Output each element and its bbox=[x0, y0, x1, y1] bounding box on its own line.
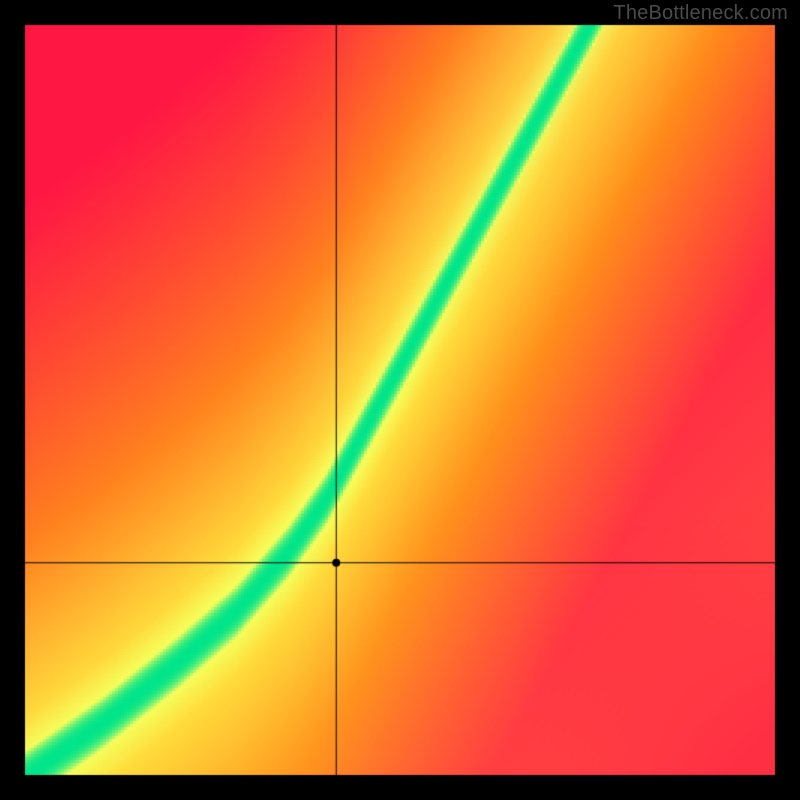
bottleneck-heatmap: TheBottleneck.com bbox=[0, 0, 800, 800]
heatmap-canvas bbox=[0, 0, 800, 800]
watermark-text: TheBottleneck.com bbox=[613, 2, 788, 25]
